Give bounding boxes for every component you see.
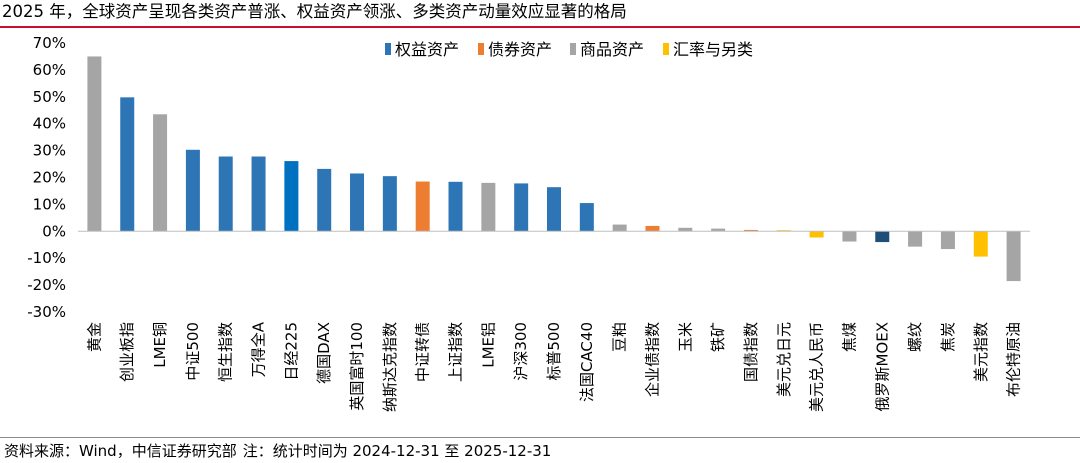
bar-11 [415, 181, 430, 232]
bar-2 [120, 97, 135, 232]
bar-15 [547, 187, 561, 232]
x-tick-label: 玉米 [676, 322, 694, 352]
bar-13 [481, 182, 496, 232]
legend-swatch-commodity [570, 43, 576, 55]
x-tick-label: 企业债指数 [643, 322, 661, 397]
x-tick-label: 标普500 [545, 322, 563, 381]
x-tick-label: 日经225 [282, 322, 300, 381]
bar-series [87, 56, 1021, 282]
legend-label-fx: 汇率与另类 [673, 40, 753, 59]
x-tick-label: 中证500 [184, 322, 202, 381]
x-axis-labels: 黄金 创业板指 LME铜 中证500 恒生指数 万得全A 日经225 德国DAX 英国富时100… [85, 321, 1022, 412]
x-tick-label: 英国富时100 [348, 322, 366, 411]
bar-23 [809, 231, 824, 238]
x-tick-label: 布伦特原油 [1005, 322, 1023, 397]
x-tick-label: 上证指数 [447, 322, 465, 382]
bar-21 [743, 229, 758, 232]
x-tick-label: 美元兑人民币 [808, 322, 826, 412]
bar-8 [317, 168, 332, 232]
y-tick-label: 60% [33, 61, 66, 79]
bar-chart: 70% 60% 50% 40% 30% 20% 10% 0% -10% -20% -30% 黄金 创业… [27, 34, 1030, 412]
source-text: 资料来源：Wind，中信证券研究部 [4, 442, 237, 460]
x-tick-label: 豆粕 [611, 322, 629, 352]
chart-title: 2025 年，全球资产呈现各类资产普涨、权益资产领涨、多类资产动量效应显著的格局 [2, 2, 627, 21]
x-tick-label: 恒生指数 [217, 322, 235, 382]
legend-swatch-equity [385, 43, 391, 55]
bar-26 [908, 231, 923, 247]
x-tick-label: 螺纹 [906, 322, 924, 352]
bar-9 [350, 173, 365, 232]
legend-label-commodity: 商品资产 [580, 40, 644, 59]
y-tick-label: 40% [33, 115, 66, 133]
bar-1 [87, 56, 102, 232]
bar-29 [1006, 231, 1021, 282]
legend-label-bond: 债券资产 [488, 40, 552, 59]
y-tick-label: 10% [33, 195, 66, 213]
bar-18 [645, 225, 660, 232]
legend-swatch-bond [478, 43, 484, 55]
footer: 资料来源：Wind，中信证券研究部 注：统计时间为 2024-12-31 至 20… [4, 441, 557, 461]
y-tick-label: 0% [42, 222, 66, 240]
x-tick-label: 德国DAX [315, 322, 333, 384]
legend: 权益资产 债券资产 商品资产 汇率与另类 [385, 40, 753, 59]
bar-7 [284, 161, 299, 232]
y-tick-label: 30% [33, 142, 66, 160]
legend-label-equity: 权益资产 [395, 40, 459, 59]
bar-12 [448, 181, 463, 232]
x-tick-label: 美元兑日元 [775, 322, 793, 397]
x-tick-label: 中证转债 [414, 322, 432, 382]
bar-19 [678, 227, 693, 232]
x-tick-label: 俄罗斯MOEX [873, 322, 891, 412]
y-tick-label: -20% [27, 276, 66, 294]
x-tick-label: 焦煤 [840, 322, 858, 352]
legend-swatch-fx [663, 43, 669, 55]
bar-25 [875, 231, 890, 243]
bar-14 [514, 183, 529, 232]
y-tick-label: 70% [33, 34, 66, 52]
bar-17 [612, 224, 627, 232]
x-tick-label: LME铝 [479, 322, 497, 368]
x-tick-label: 铁矿 [709, 322, 727, 352]
x-tick-label: 创业板指 [118, 322, 136, 382]
bar-16 [579, 203, 594, 232]
bar-10 [382, 176, 397, 232]
y-tick-label: 20% [33, 169, 66, 187]
y-tick-label: -10% [27, 249, 66, 267]
y-tick-label: -30% [27, 303, 66, 321]
bar-6 [251, 156, 266, 232]
bar-20 [711, 228, 726, 232]
bar-4 [185, 149, 200, 232]
bar-5 [218, 156, 233, 232]
y-tick-label: 50% [33, 88, 66, 106]
x-tick-label: 纳斯达克指数 [381, 322, 399, 412]
bar-27 [940, 231, 955, 250]
bar-24 [842, 231, 857, 242]
x-tick-label: 法国CAC40 [578, 322, 596, 402]
bar-28 [973, 231, 988, 257]
title-divider [0, 26, 1080, 28]
x-tick-label: 国债指数 [742, 322, 760, 382]
footer-divider [0, 437, 1080, 438]
x-tick-label: 沪深300 [512, 322, 530, 381]
x-tick-label: 黄金 [85, 322, 103, 352]
bar-3 [153, 114, 168, 232]
x-tick-label: 焦炭 [939, 322, 957, 352]
note-text: 注：统计时间为 2024-12-31 至 2025-12-31 [242, 442, 552, 460]
x-tick-label: LME铜 [151, 322, 169, 368]
y-axis: 70% 60% 50% 40% 30% 20% 10% 0% -10% -20% -30% [27, 34, 66, 321]
x-tick-label: 万得全A [250, 321, 268, 377]
x-tick-label: 美元指数 [972, 322, 990, 382]
